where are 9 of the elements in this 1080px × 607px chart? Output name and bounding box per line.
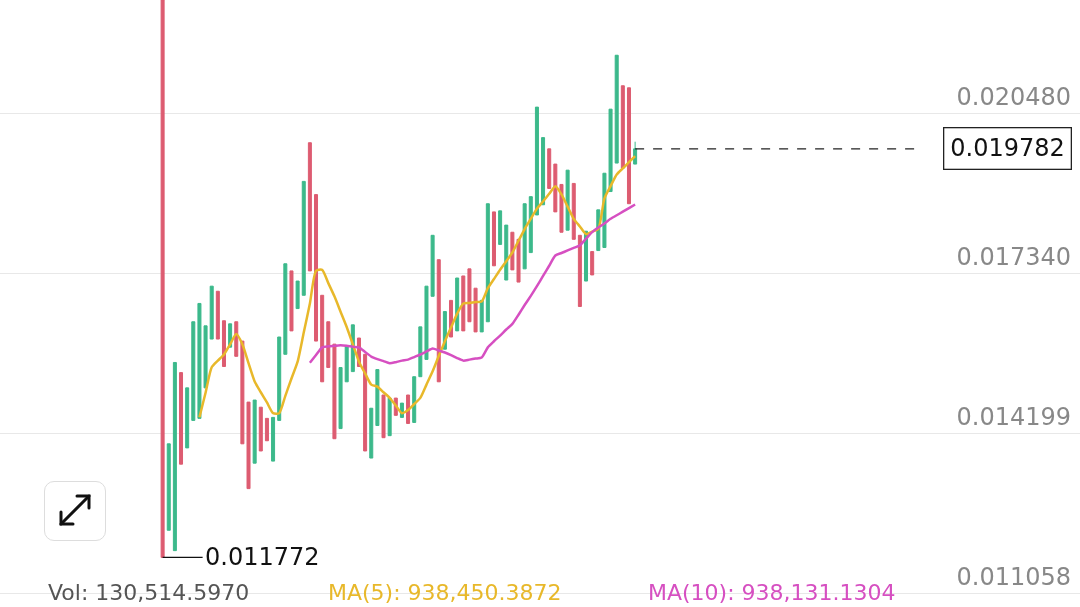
y-tick-label: 0.014199: [956, 403, 1071, 432]
y-tick-label: 0.017340: [956, 243, 1071, 272]
y-tick-label: 0.011058: [956, 563, 1071, 592]
ref-line-label: 0.019782: [950, 134, 1065, 163]
y-tick-label: 0.020480: [956, 82, 1071, 111]
annotation: MA(5): 938,450.3872: [328, 580, 562, 605]
annotation: Vol: 130,514.5970: [48, 580, 250, 605]
annotation: 0.011772: [205, 543, 320, 571]
annotation: MA(10): 938,131.1304: [648, 580, 896, 605]
